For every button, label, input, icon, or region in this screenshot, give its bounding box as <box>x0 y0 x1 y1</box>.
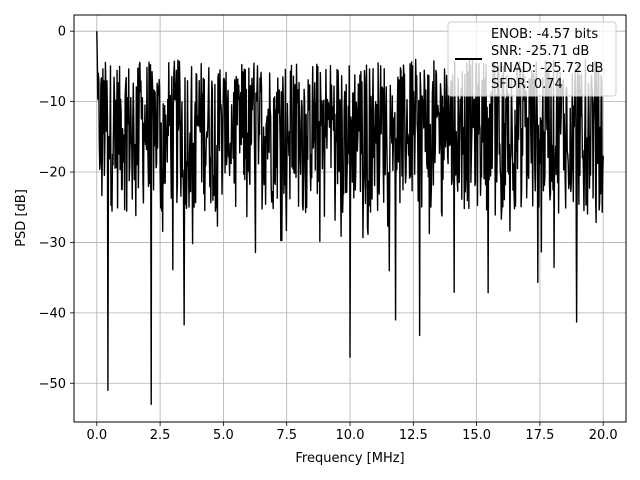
y-tick-label: −10 <box>39 95 66 110</box>
axis-ticks: 0.0 2.5 5.0 7.5 10.0 12.5 15.0 17.5 20.0 0 −10 −20 −… <box>39 25 618 443</box>
y-tick-label: −20 <box>39 166 66 181</box>
psd-series <box>96 31 604 406</box>
y-tick-label: −40 <box>39 306 66 321</box>
legend: ENOB: -4.57 bits SNR: -25.71 dB SINAD: -… <box>447 21 617 97</box>
psd-series-line <box>96 31 604 406</box>
x-axis-label: Frequency [MHz] <box>295 451 404 466</box>
x-tick-label: 5.0 <box>213 428 234 443</box>
x-tick-label: 20.0 <box>589 428 618 443</box>
x-tick-label: 0.0 <box>86 428 107 443</box>
legend-entry-sfdr: SFDR: 0.74 <box>491 77 563 92</box>
x-tick-label: 10.0 <box>336 428 365 443</box>
legend-entry-enob: ENOB: -4.57 bits <box>491 27 598 42</box>
x-tick-label: 17.5 <box>525 428 554 443</box>
x-tick-label: 2.5 <box>150 428 171 443</box>
legend-box <box>447 21 617 97</box>
x-tick-label: 7.5 <box>276 428 297 443</box>
x-tick-label: 12.5 <box>399 428 428 443</box>
axes-frame <box>73 14 627 423</box>
y-tick-label: 0 <box>58 25 66 40</box>
legend-entry-sinad: SINAD: -25.72 dB <box>491 61 603 76</box>
y-axis-label: PSD [dB] <box>14 189 29 247</box>
legend-entry-snr: SNR: -25.71 dB <box>491 44 589 59</box>
y-tick-label: −50 <box>39 377 66 392</box>
y-tick-label: −30 <box>39 236 66 251</box>
x-tick-label: 15.0 <box>462 428 491 443</box>
